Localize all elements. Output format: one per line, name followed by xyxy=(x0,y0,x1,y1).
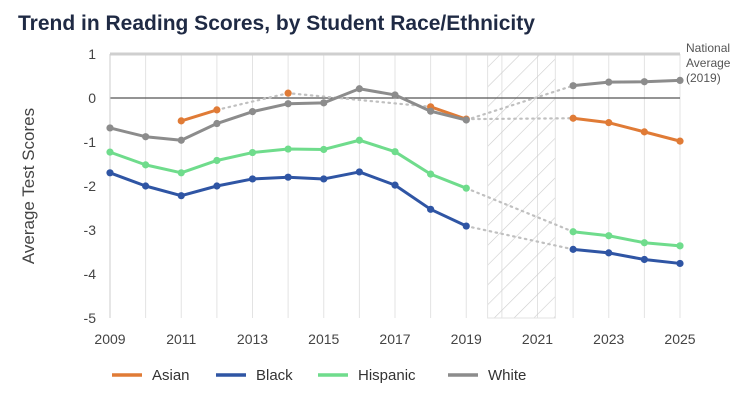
series-black-point xyxy=(284,173,292,181)
legend-label-hispanic: Hispanic xyxy=(358,367,416,384)
series-hispanic-point xyxy=(213,156,221,165)
y-tick-label: 0 xyxy=(88,90,96,106)
series-black-point xyxy=(355,168,363,176)
x-tick-label: 2013 xyxy=(237,331,268,347)
series-black-point xyxy=(676,259,684,268)
series-white-point xyxy=(213,119,221,128)
series-black-point xyxy=(391,181,399,189)
series-asian-point xyxy=(177,117,185,125)
series-white-dotted-connector xyxy=(465,84,575,122)
series-black-point xyxy=(427,205,435,213)
series-black-point xyxy=(177,192,185,200)
x-tick-label: 2017 xyxy=(379,331,410,347)
series-white-point xyxy=(284,100,292,108)
national-average-label: Average xyxy=(686,56,731,70)
chart-title: Trend in Reading Scores, by Student Race… xyxy=(18,12,535,35)
series-white-point xyxy=(142,133,150,141)
series-white-point xyxy=(640,78,648,86)
series-asian-point xyxy=(605,119,613,127)
series-hispanic-point xyxy=(640,239,648,247)
data-gap-shading xyxy=(487,53,556,319)
series-white-point xyxy=(248,108,257,116)
plot-area: 1 0 -1 -2 -3 -4 -5 2009 2011 2013 2015 2017 2019 2021… xyxy=(19,41,731,384)
x-tick-label: 2021 xyxy=(522,331,553,347)
series-black-point xyxy=(462,222,470,230)
x-tick-label: 2025 xyxy=(664,331,695,347)
series-black-point xyxy=(142,182,150,190)
series-hispanic-point xyxy=(605,232,613,240)
legend-label-black: Black xyxy=(256,367,293,384)
series-white-point xyxy=(355,85,363,93)
series-black-point xyxy=(320,175,328,183)
series-white-point xyxy=(391,91,399,99)
series-asian-line xyxy=(571,116,682,143)
series-hispanic-line xyxy=(571,230,682,248)
y-axis-label: Average Test Scores xyxy=(19,108,38,264)
series-hispanic-point xyxy=(569,228,577,236)
series-asian-point xyxy=(284,89,292,97)
series-black-point xyxy=(640,255,648,264)
series-hispanic-point xyxy=(355,136,363,144)
series-white-point xyxy=(320,99,328,107)
series-white-point xyxy=(676,76,684,84)
series-hispanic-point xyxy=(462,184,470,192)
series-asian-line xyxy=(179,108,219,123)
series-asian-point xyxy=(213,106,221,114)
series-hispanic-point xyxy=(248,148,257,157)
x-tick-label: 2019 xyxy=(451,331,482,347)
x-tick-label: 2011 xyxy=(166,331,196,347)
x-tick-label: 2015 xyxy=(308,331,339,347)
national-average-label: (2019) xyxy=(686,71,721,85)
x-tick-label: 2009 xyxy=(94,331,125,347)
series-white-point xyxy=(605,78,613,86)
series-black-point xyxy=(213,182,221,190)
series-white-point xyxy=(106,124,114,132)
series-asian-point xyxy=(640,128,648,136)
series-black-line xyxy=(571,247,682,265)
x-tick-label: 2023 xyxy=(593,331,624,347)
series-black-point xyxy=(605,249,613,257)
series-hispanic-point xyxy=(320,145,328,154)
series-hispanic-point xyxy=(391,148,399,156)
series-white-point xyxy=(462,116,470,124)
series-hispanic-point xyxy=(106,148,114,156)
series-asian-point xyxy=(676,137,684,145)
y-tick-label: -2 xyxy=(84,178,97,194)
series-black-point xyxy=(248,175,257,183)
y-tick-label: -3 xyxy=(84,222,97,238)
series-black-dotted-connector xyxy=(465,224,575,251)
series-black-point xyxy=(569,245,577,253)
series-hispanic-dotted-connector xyxy=(465,187,575,233)
series-hispanic-point xyxy=(284,145,292,153)
series-hispanic-point xyxy=(142,161,150,169)
y-tick-label: -4 xyxy=(84,266,97,282)
series-hispanic-point xyxy=(676,242,684,250)
series-asian-point xyxy=(569,114,577,122)
series-white-line xyxy=(571,78,682,88)
national-average-label: National xyxy=(686,41,730,55)
series-hispanic-point xyxy=(177,169,185,177)
series-black-point xyxy=(106,169,114,177)
y-tick-label: 1 xyxy=(88,46,96,62)
legend-label-white: White xyxy=(488,367,526,384)
series-hispanic-point xyxy=(427,170,435,178)
series-white-point xyxy=(427,107,435,115)
series-asian-dotted-connector xyxy=(465,117,575,121)
legend-label-asian: Asian xyxy=(152,367,190,384)
series-white-point xyxy=(569,82,577,90)
series-white-point xyxy=(177,136,185,144)
y-tick-label: -5 xyxy=(84,310,97,326)
y-tick-label: -1 xyxy=(84,134,97,150)
